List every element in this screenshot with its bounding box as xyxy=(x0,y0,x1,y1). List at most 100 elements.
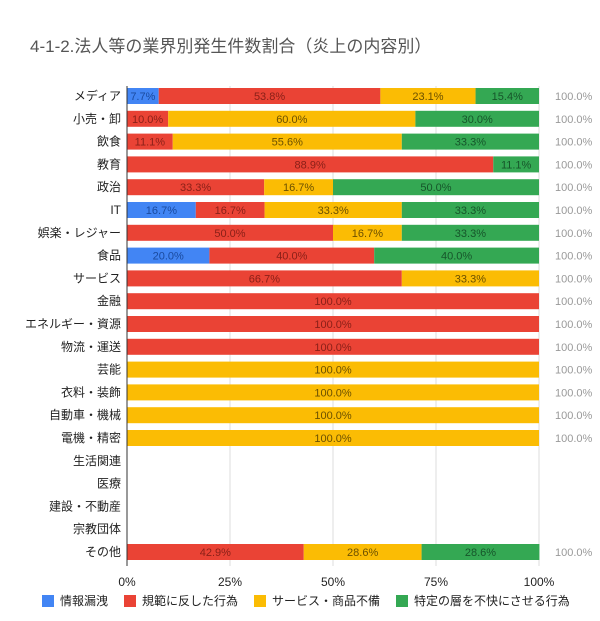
legend-swatch xyxy=(124,594,137,607)
data-label: 66.7% xyxy=(249,273,280,285)
data-label: 16.7% xyxy=(283,182,314,194)
total-label: 100.0% xyxy=(555,137,593,149)
bar-segment xyxy=(127,316,539,332)
chart-title: 4-1-2.法人等の業界別発生件数割合（炎上の内容別） xyxy=(30,37,432,56)
data-label: 11.1% xyxy=(135,137,166,149)
bar-segment xyxy=(209,247,375,264)
data-label: 20.0% xyxy=(153,251,184,263)
total-label: 100.0% xyxy=(555,387,593,399)
bar-segment xyxy=(127,224,333,241)
category-label: 建設・不動産 xyxy=(49,498,121,513)
data-label: 100.0% xyxy=(314,365,352,377)
data-label: 16.7% xyxy=(146,205,177,217)
total-label: 100.0% xyxy=(555,319,593,331)
total-label: 100.0% xyxy=(555,410,593,422)
data-label: 100.0% xyxy=(314,387,352,399)
bar-segment xyxy=(493,156,539,173)
data-label: 33.3% xyxy=(180,182,211,194)
data-label: 100.0% xyxy=(314,296,352,308)
bar-segment xyxy=(127,361,539,378)
data-label: 16.7% xyxy=(215,205,246,217)
category-label: 教育 xyxy=(97,156,121,171)
data-label: 16.7% xyxy=(352,228,383,240)
category-label: エネルギー・資源 xyxy=(25,317,121,331)
category-label: 物流・運送 xyxy=(61,339,121,354)
category-label: 金融 xyxy=(97,293,121,308)
data-label: 42.9% xyxy=(200,547,231,559)
data-label: 88.9% xyxy=(295,159,326,171)
data-label: 28.6% xyxy=(465,547,496,559)
bar-segment xyxy=(168,110,416,127)
legend-label: サービス・商品不備 xyxy=(272,594,381,608)
data-label: 100.0% xyxy=(314,433,352,445)
category-label: サービス xyxy=(73,271,121,285)
data-label: 28.6% xyxy=(347,547,378,559)
bar-segment xyxy=(195,202,265,218)
total-label: 100.0% xyxy=(555,205,593,217)
bar-segment xyxy=(127,202,196,218)
legend-item: 規範に反した行為 xyxy=(124,592,238,609)
legend-item: 特定の層を不快にさせる行為 xyxy=(396,592,570,609)
total-label: 100.0% xyxy=(555,182,593,194)
data-label: 40.0% xyxy=(276,251,307,263)
bar-segment xyxy=(127,384,539,401)
bar-segment xyxy=(380,88,476,104)
bar-segment xyxy=(127,293,539,310)
legend-swatch xyxy=(396,594,409,607)
bar-segment xyxy=(127,544,304,560)
data-label: 7.7% xyxy=(130,91,155,103)
bar-segment xyxy=(421,544,540,560)
category-label: 政治 xyxy=(97,180,121,194)
x-tick-label: 50% xyxy=(321,575,345,589)
data-label: 33.3% xyxy=(455,205,486,217)
data-label: 10.0% xyxy=(132,114,163,126)
total-label: 100.0% xyxy=(555,114,593,126)
bar-segment xyxy=(127,430,539,446)
x-tick-label: 0% xyxy=(118,575,136,589)
legend-label: 情報漏洩 xyxy=(60,594,109,608)
category-label: 娯楽・レジャー xyxy=(38,226,121,240)
data-label: 60.0% xyxy=(276,114,307,126)
category-label: メディア xyxy=(74,88,121,103)
x-tick-label: 75% xyxy=(424,575,448,589)
bar-segment xyxy=(127,270,402,287)
bar-segment xyxy=(333,224,402,241)
total-label: 100.0% xyxy=(555,251,593,263)
category-label: 自動車・機械 xyxy=(49,407,121,422)
bar-segment xyxy=(374,247,539,264)
legend-swatch xyxy=(42,594,54,607)
data-label: 100.0% xyxy=(314,410,352,422)
bar-segment xyxy=(333,179,539,196)
data-label: 30.0% xyxy=(462,114,493,126)
total-label: 100.0% xyxy=(555,365,593,377)
category-label: 医療 xyxy=(97,477,121,491)
bar-segment xyxy=(172,133,402,150)
bar-segment xyxy=(401,202,539,218)
total-label: 100.0% xyxy=(555,159,593,171)
total-label: 100.0% xyxy=(555,547,593,559)
category-label: IT xyxy=(110,203,121,217)
data-label: 55.6% xyxy=(272,137,303,149)
data-label: 100.0% xyxy=(314,342,352,354)
data-label: 23.1% xyxy=(412,91,443,103)
category-label: 衣料・装飾 xyxy=(61,384,121,399)
legend: 情報漏洩 規範に反した行為 サービス・商品不備 特定の層を不快にさせる行為 xyxy=(42,592,570,609)
category-label: 宗教団体 xyxy=(73,521,121,536)
bar-segment xyxy=(127,407,539,424)
legend-item: サービス・商品不備 xyxy=(254,592,380,609)
category-label: 飲食 xyxy=(97,134,121,149)
category-label: 生活関連 xyxy=(73,454,121,468)
total-label: 100.0% xyxy=(555,296,593,308)
data-label: 33.3% xyxy=(455,228,486,240)
data-label: 100.0% xyxy=(314,319,352,331)
legend-label: 特定の層を不快にさせる行為 xyxy=(414,594,570,608)
total-label: 100.0% xyxy=(555,273,593,285)
bar-segment xyxy=(127,88,159,104)
bar-segment xyxy=(401,133,539,150)
category-label: その他 xyxy=(85,545,121,559)
bar-segment xyxy=(127,179,265,196)
total-label: 100.0% xyxy=(555,228,593,240)
total-label: 100.0% xyxy=(555,91,593,103)
